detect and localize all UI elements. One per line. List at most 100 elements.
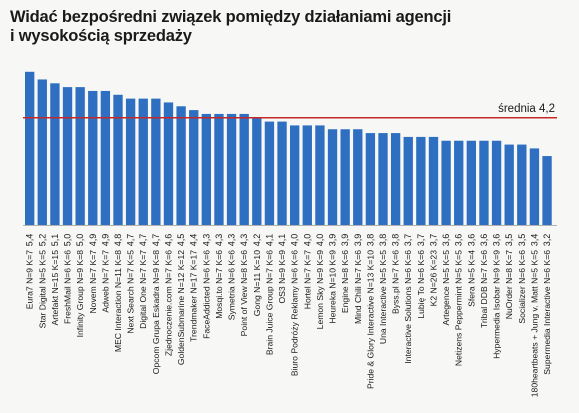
bar <box>466 140 477 225</box>
category-label: Lubię To N=6 K=6 <box>416 250 426 319</box>
category-label: FaceAddicted N=6 K=6 <box>201 250 211 339</box>
category-label: Socializer N=6 K=6 <box>517 250 527 324</box>
category-label: Novem N=7 K=7 <box>88 250 98 314</box>
bar <box>62 87 73 226</box>
category-label: Artegence N=5 K=5 <box>441 250 451 326</box>
value-label: 3,7 <box>403 234 413 247</box>
bar <box>290 125 300 225</box>
reference-line-group: średnia 4,2 <box>23 103 557 119</box>
value-label: 3,5 <box>517 234 527 247</box>
chart-title: Widać bezpośredni związek pomiędzy dział… <box>10 8 530 46</box>
bar <box>50 83 60 225</box>
category-label: Una Interactive N=5 K=5 <box>378 250 388 344</box>
bar <box>37 79 47 226</box>
category-label: MEC Interaction N=11 K=8 <box>113 250 123 352</box>
value-label: 3,8 <box>391 234 401 247</box>
bar <box>327 129 338 225</box>
category-label: GoldenSubmarine N=12 K=12 <box>176 250 186 365</box>
bar <box>226 113 237 225</box>
category-label: Pride & Glory Interactive N=13 K=10 <box>365 250 375 389</box>
category-label: OS3 N=9 K=9 <box>277 250 287 304</box>
bar <box>504 144 514 225</box>
value-label: 3,9 <box>353 234 363 247</box>
category-label: Infinity Group N=9 K=8 <box>75 250 85 338</box>
category-label: Brain Juice Group N=7 K=6 <box>264 250 274 355</box>
category-label: Next Search N=7 K=5 <box>126 250 136 334</box>
category-label: Engine N=8 K=6 <box>340 250 350 313</box>
bar <box>390 133 401 225</box>
value-label: 3,8 <box>365 234 375 247</box>
bar <box>378 133 388 225</box>
value-label: 4,1 <box>264 234 274 247</box>
category-label: Gong N=11 K=10 <box>252 250 262 316</box>
bar <box>88 90 98 225</box>
value-label: 5,0 <box>75 234 85 247</box>
category-label: Eura7 N=9 K=7 <box>25 250 35 309</box>
value-label: 3,6 <box>466 234 476 247</box>
category-label: Hortel N=7 K=7 <box>302 250 312 309</box>
value-label: 4,8 <box>113 234 123 247</box>
category-label: Zjednoczenie.com N=7 K=6 <box>163 250 173 356</box>
value-label: 3,7 <box>416 234 426 247</box>
value-label: 4,7 <box>138 234 148 247</box>
bar <box>239 113 249 225</box>
value-label: 4,9 <box>100 234 110 247</box>
category-label: NuOrder N=8 K=7 <box>504 250 514 319</box>
bar <box>277 121 287 225</box>
value-label: 4,3 <box>227 234 237 247</box>
bar <box>201 113 212 225</box>
chart-title-line-1: Widać bezpośredni związek pomiędzy dział… <box>10 8 452 26</box>
chart-title-line-2: i wysokością sprzedaży <box>10 27 192 45</box>
average-label: średnia 4,2 <box>498 103 555 115</box>
bar <box>113 94 123 225</box>
category-label: FreshMail N=6 K=6 <box>63 250 73 324</box>
category-label: Hypermedia Isobar N=9 K=9 <box>492 250 502 359</box>
value-label: 3,9 <box>340 234 350 247</box>
value-label: 4,4 <box>189 234 199 247</box>
bar <box>302 125 312 225</box>
value-label: 3,7 <box>428 234 438 247</box>
value-label: 4,7 <box>151 234 161 247</box>
bar <box>75 87 85 226</box>
value-label: 5,4 <box>25 234 35 247</box>
category-label: Sfera N=5 K=4 <box>466 250 476 307</box>
bar <box>25 71 35 225</box>
value-label: 5,2 <box>37 234 47 247</box>
category-label: Lemon Sky N=9 K=9 <box>315 250 325 330</box>
category-label: Point of View N=8 K=6 <box>239 250 249 337</box>
bar <box>151 98 161 225</box>
category-label: Star Digital N=5 K=5 <box>37 250 47 329</box>
bar <box>125 98 136 225</box>
bar <box>517 144 527 225</box>
category-label: Heureka N=10 K=9 <box>328 250 338 324</box>
bar <box>264 121 275 225</box>
value-label: 4,7 <box>126 234 136 247</box>
value-label: 4,9 <box>88 234 98 247</box>
bar <box>353 129 363 225</box>
bar <box>214 113 224 225</box>
category-label: Tribal DDB N=7 K=6 <box>479 250 489 328</box>
bar <box>403 136 413 225</box>
value-label: 4,3 <box>214 234 224 247</box>
category-label: K2 N=26 K=23 <box>428 250 438 307</box>
category-label: Mosqi.to N=7 K=6 <box>214 250 224 319</box>
value-label: 4,5 <box>176 234 186 247</box>
bar <box>428 136 439 225</box>
category-label: Byss.pl N=7 K=6 <box>391 250 401 314</box>
bar <box>491 140 502 225</box>
category-label: Supermedia Interactive N=6 K=6 <box>542 250 552 375</box>
category-label: Symetria N=6 K=6 <box>227 250 237 320</box>
bar <box>163 102 174 225</box>
bar <box>189 110 199 225</box>
bar <box>176 106 186 225</box>
value-label: 5,0 <box>63 234 73 247</box>
value-label: 3,2 <box>542 234 552 247</box>
category-label: Interactive Solutions N=6 K=6 <box>403 250 413 364</box>
value-label: 4,0 <box>315 234 325 247</box>
category-label: Biuro Podróży Reklamy N=6 K=6 <box>290 250 300 376</box>
bar <box>365 133 376 225</box>
value-label: 3,8 <box>378 234 388 247</box>
value-label: 3,6 <box>441 234 451 247</box>
category-label: Netizens Peppermint N=5 K=5 <box>454 250 464 366</box>
